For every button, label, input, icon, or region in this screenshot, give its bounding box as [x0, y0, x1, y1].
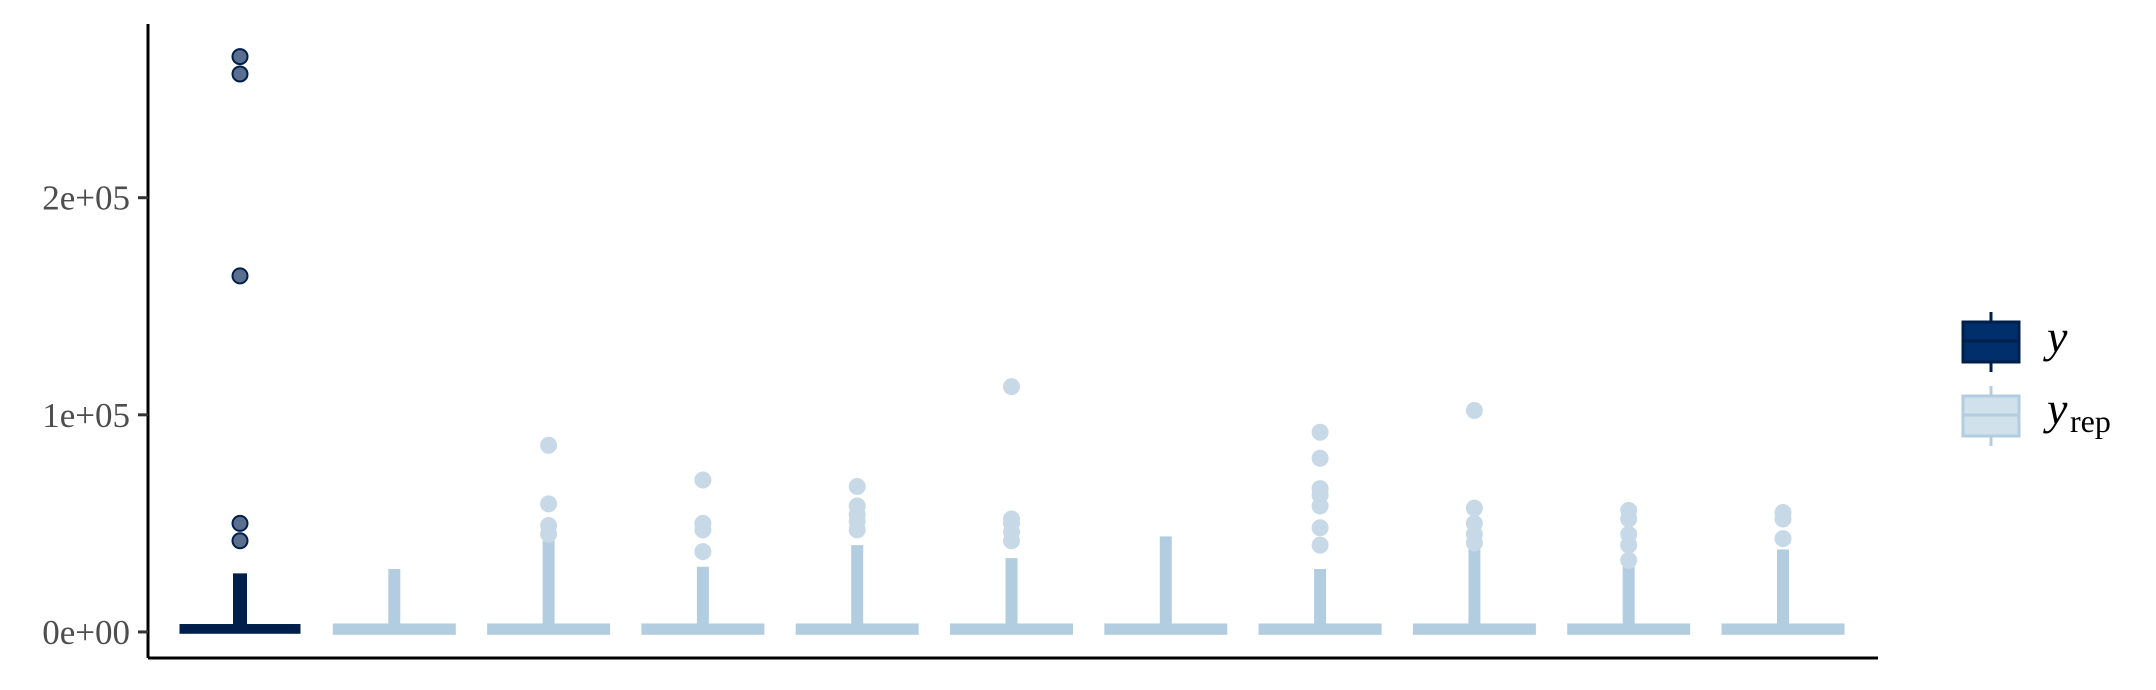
outlier-point — [694, 543, 712, 561]
boxplots — [179, 48, 1845, 635]
outlier-point — [848, 477, 866, 495]
outlier-point — [694, 521, 712, 539]
outlier-point — [694, 471, 712, 489]
boxplot-yrep — [950, 378, 1073, 635]
outlier-point — [1774, 510, 1792, 528]
outlier-point — [1311, 423, 1329, 441]
outlier-point — [1003, 378, 1020, 396]
boxplot-yrep — [1104, 536, 1228, 635]
legend-y-label: y — [2043, 311, 2068, 362]
outlier-point — [1311, 536, 1329, 554]
outlier-point — [231, 267, 249, 285]
outlier-point — [848, 521, 866, 539]
outlier-point — [1003, 532, 1020, 550]
y-tick-label: 0e+00 — [42, 613, 130, 652]
outlier-point — [1620, 536, 1638, 554]
outlier-point — [540, 495, 558, 513]
legend: y y rep — [1961, 311, 2111, 446]
y-tick-label: 1e+05 — [42, 396, 130, 435]
boxplot-yrep — [487, 436, 611, 635]
legend-item-yrep: y rep — [1961, 383, 2111, 446]
boxplot-yrep — [795, 477, 919, 635]
y-tick-label: 2e+05 — [42, 179, 130, 218]
outlier-point — [1465, 401, 1483, 419]
boxplot-yrep — [1412, 401, 1536, 635]
outlier-point — [540, 436, 558, 454]
outlier-point — [1465, 534, 1483, 552]
outlier-point — [231, 514, 249, 532]
outlier-point — [1311, 519, 1329, 537]
outlier-point — [1620, 510, 1638, 528]
outlier-point — [1465, 499, 1483, 517]
legend-yrep-label: y — [2043, 383, 2068, 434]
outlier-point — [231, 532, 249, 550]
axes — [146, 24, 1878, 660]
outlier-point — [231, 48, 249, 66]
boxplot-yrep — [1721, 504, 1845, 635]
outlier-point — [540, 525, 558, 543]
outlier-point — [231, 65, 249, 83]
outlier-point — [1311, 497, 1329, 515]
boxplot-yrep — [332, 568, 456, 635]
boxplot-yrep — [1258, 423, 1382, 635]
y-ticks: 0e+00 1e+05 2e+05 — [42, 179, 148, 652]
boxplot-y — [179, 48, 301, 634]
outlier-point — [1620, 551, 1638, 569]
boxplot-yrep — [1567, 501, 1691, 635]
legend-item-y: y — [1961, 311, 2068, 372]
legend-yrep-subscript: rep — [2070, 403, 2111, 439]
boxplot-yrep — [641, 471, 765, 635]
outlier-point — [1774, 530, 1792, 548]
outlier-point — [1311, 449, 1329, 467]
